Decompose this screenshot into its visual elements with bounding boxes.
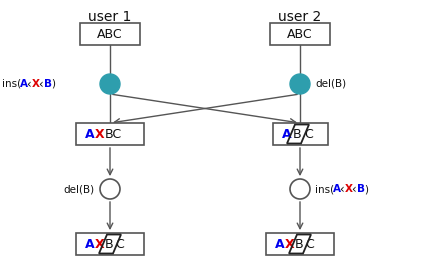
- Text: ‹: ‹: [339, 182, 344, 196]
- Text: ): ): [51, 79, 55, 89]
- Text: X: X: [285, 237, 295, 251]
- Bar: [76, 123, 144, 145]
- Bar: [80, 23, 140, 45]
- Text: ‹: ‹: [26, 78, 31, 90]
- Text: B: B: [105, 237, 114, 251]
- Text: B: B: [357, 184, 365, 194]
- Text: X: X: [32, 79, 40, 89]
- Text: ‹: ‹: [351, 182, 356, 196]
- Text: A: A: [333, 184, 341, 194]
- Text: ): ): [364, 184, 368, 194]
- Text: ins(: ins(: [2, 79, 21, 89]
- Circle shape: [100, 74, 120, 94]
- Text: del(B): del(B): [315, 79, 346, 89]
- Text: A: A: [85, 128, 95, 141]
- Text: user 2: user 2: [278, 10, 322, 24]
- Text: ABC: ABC: [287, 28, 313, 40]
- Text: user 1: user 1: [88, 10, 132, 24]
- Text: X: X: [95, 237, 105, 251]
- Bar: [273, 123, 328, 145]
- Text: C: C: [115, 237, 124, 251]
- Text: A: A: [85, 237, 95, 251]
- Text: A: A: [275, 237, 285, 251]
- Bar: [76, 233, 144, 255]
- Bar: [270, 23, 330, 45]
- Text: X: X: [95, 128, 105, 141]
- Text: C: C: [305, 237, 314, 251]
- Text: BC: BC: [105, 128, 122, 141]
- Text: A: A: [20, 79, 28, 89]
- Text: A: A: [282, 128, 292, 141]
- Text: ins(: ins(: [315, 184, 334, 194]
- Circle shape: [290, 179, 310, 199]
- Text: del(B): del(B): [64, 184, 95, 194]
- Text: ABC: ABC: [97, 28, 123, 40]
- Text: C: C: [304, 128, 313, 141]
- Text: ‹: ‹: [38, 78, 43, 90]
- Circle shape: [290, 74, 310, 94]
- Text: B: B: [293, 128, 302, 141]
- Text: B: B: [44, 79, 52, 89]
- Circle shape: [100, 179, 120, 199]
- Text: X: X: [345, 184, 353, 194]
- Text: B: B: [295, 237, 304, 251]
- Bar: [266, 233, 334, 255]
